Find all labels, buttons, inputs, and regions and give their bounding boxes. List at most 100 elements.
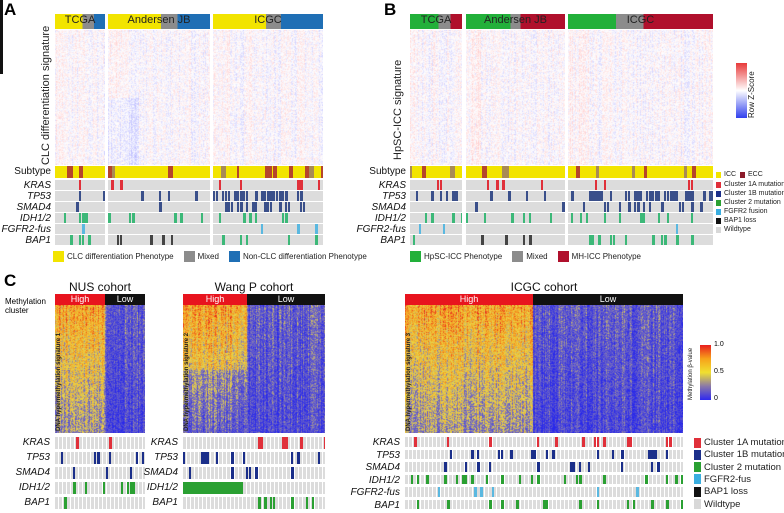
mutation-mark [318,180,320,190]
mutation-mark [598,235,601,245]
mutation-mark [471,449,474,459]
mutation-mark [291,452,293,464]
legend-item-B-0: HpSC-ICC Phenotype [410,251,502,262]
methylation-heatmap [183,305,325,433]
mutation-mark [159,191,161,201]
mutation-mark [437,180,439,190]
mutation-mark [649,191,652,201]
mutation-mark [597,449,599,459]
mutation-track-tp53 [213,191,323,201]
row-label-tp53: TP53 [154,452,178,463]
mutation-mark [688,180,690,190]
mutation-mark [79,180,81,190]
side-legend-item-4: Cluster 2 mutation [716,199,781,207]
subtype-track [108,166,210,178]
mutation-mark [648,449,651,459]
mutation-mark [108,213,111,223]
legend-swatch [716,182,721,188]
mutation-mark [82,235,84,245]
mutation-mark [691,180,693,190]
mutation-mark [583,202,585,212]
mutation-mark [546,449,548,459]
mutation-mark [300,202,302,212]
group-header-0: TCGA [410,14,462,29]
mutation-mark [261,224,263,234]
mutation-track-smad4 [183,467,325,479]
mutation-mark [658,191,660,201]
mutation-mark [501,474,504,484]
mutation-mark [552,449,555,459]
ecc-mark [410,166,412,178]
mutation-mark [255,467,258,479]
mutation-mark [519,474,521,484]
mutation-mark [416,191,418,201]
ecc-mark [168,166,173,178]
mutation-mark [544,191,546,201]
mutation-mark [537,462,540,472]
cohort-title: Wang P cohort [214,280,294,294]
mutation-mark [630,437,632,447]
mutation-mark [127,482,129,494]
mutation-mark [537,474,540,484]
legend-swatch [716,191,721,197]
methylation-high-header: High [55,294,105,305]
mutation-mark [619,202,621,212]
legend-label: FGFR2-fus [704,473,751,485]
heatmap-A-1 [108,30,210,165]
mutation-mark [237,202,239,212]
mutation-mark [628,202,631,212]
mutation-mark [234,191,237,201]
mutation-mark [477,449,479,459]
mutation-track-fgfr2fus [55,224,105,234]
mutation-mark [537,437,539,447]
mutation-mark [634,202,636,212]
mutation-mark [487,180,489,190]
mutation-mark [130,482,133,494]
mutation-mark [625,235,627,245]
mutation-mark [201,452,204,464]
row-label-smad4: SMAD4 [143,467,178,478]
mutation-mark [426,474,429,484]
row-label-tp53: TP53 [376,449,400,461]
legend-divider [0,0,3,74]
legend-label: MH-ICC Phenotype [571,252,641,261]
legend-swatch [694,499,701,509]
ecc-mark [289,166,293,178]
mutation-track-fgfr2fus [466,224,565,234]
mutation-mark [664,191,666,201]
row-label-idh12: IDH1/2 [374,213,406,224]
row-label-kras: KRAS [22,437,50,448]
mutation-mark [709,191,712,201]
ecc-mark [273,166,277,178]
mutation-mark [270,202,272,212]
mutation-mark [531,474,533,484]
ecc-mark [67,166,72,178]
mutation-mark [498,449,500,459]
mutation-mark [489,437,492,447]
mutation-track-kras [405,437,683,447]
row-label-idh12: IDH1/2 [19,213,51,224]
mutation-mark [255,191,258,201]
mutation-mark [174,213,177,223]
mutation-mark [222,191,224,201]
row-label-smad4: SMAD4 [15,467,50,478]
mutation-mark [489,499,492,509]
mutation-mark [231,452,234,464]
mutation-mark [643,213,645,223]
legend-label: Wildtype [704,498,741,510]
mutation-mark [636,487,639,497]
row-label-bap1: BAP1 [374,499,400,511]
mutation-mark [588,462,590,472]
mutation-mark [523,213,525,223]
mutation-mark [691,191,694,201]
mutation-mark [297,191,299,201]
mutation-track-tp53 [108,191,210,201]
mutation-track-bap1 [108,235,210,245]
ecc-mark [576,166,580,178]
mutation-mark [130,467,132,479]
mutation-mark [654,449,657,459]
legend-swatch [716,209,721,215]
mutation-mark [511,213,514,223]
group-label: ICGC [254,14,282,26]
mutation-mark [159,202,162,212]
